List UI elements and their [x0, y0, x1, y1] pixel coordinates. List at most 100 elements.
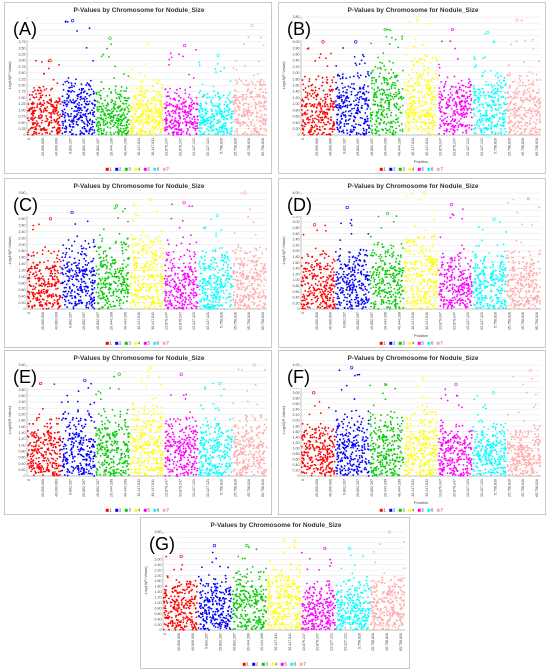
data-point [146, 278, 149, 280]
data-point [235, 129, 238, 132]
data-point [175, 108, 178, 110]
data-point [154, 106, 157, 109]
data-point [83, 125, 86, 128]
data-point [509, 102, 512, 105]
data-point [352, 126, 355, 129]
data-point [96, 286, 99, 289]
data-point [62, 83, 65, 86]
data-point [537, 92, 540, 95]
data-point [391, 83, 394, 86]
y-tick-label: 3.00 [19, 59, 26, 63]
data-point [100, 131, 103, 134]
data-point [244, 64, 246, 67]
data-point [242, 108, 245, 110]
data-point [250, 130, 253, 133]
data-point [53, 268, 56, 271]
data-point [395, 91, 397, 94]
data-point [321, 116, 324, 119]
data-point [308, 93, 311, 95]
data-point [61, 271, 64, 274]
data-point [356, 72, 359, 75]
data-point [114, 261, 117, 264]
data-point [459, 123, 462, 126]
data-point [519, 84, 521, 87]
data-point [53, 126, 56, 129]
data-point [380, 105, 383, 108]
data-point [114, 268, 117, 271]
data-point [38, 298, 41, 301]
data-point [110, 133, 112, 136]
data-point [70, 244, 73, 247]
data-point [145, 290, 148, 292]
data-point [191, 99, 194, 102]
data-point [48, 111, 50, 114]
data-point [376, 126, 378, 128]
data-point [120, 86, 123, 88]
data-point [324, 115, 327, 118]
data-point [485, 80, 488, 83]
data-point [247, 125, 250, 128]
data-point [463, 95, 465, 98]
data-point [443, 129, 446, 132]
data-point [171, 119, 173, 121]
data-point [68, 256, 71, 259]
data-point [389, 114, 392, 117]
data-point [354, 112, 357, 114]
data-point [517, 122, 520, 125]
data-point [231, 110, 234, 113]
data-point [217, 119, 220, 121]
data-point [75, 123, 78, 125]
data-point [88, 246, 91, 249]
data-point [500, 75, 502, 78]
data-point [469, 80, 471, 83]
data-point [421, 73, 424, 76]
data-point [373, 91, 376, 94]
legend-swatch [379, 167, 383, 171]
data-point [98, 101, 101, 104]
data-point [406, 113, 408, 116]
data-point [182, 130, 185, 133]
data-point [329, 106, 332, 108]
data-point [121, 269, 124, 272]
data-point [67, 270, 70, 273]
data-point [384, 99, 387, 102]
data-point [134, 120, 137, 122]
data-point [88, 129, 91, 132]
data-point [435, 93, 438, 96]
data-point [208, 129, 210, 132]
data-point [487, 119, 490, 122]
data-point [512, 103, 515, 106]
data-point [518, 77, 521, 80]
data-point [31, 106, 34, 109]
data-point [78, 101, 80, 104]
data-point [397, 108, 400, 111]
data-point [107, 113, 109, 116]
data-point [223, 67, 226, 69]
data-point [145, 286, 148, 289]
data-point [430, 108, 433, 111]
data-point [134, 255, 136, 258]
data-point [378, 134, 381, 136]
data-point [458, 97, 461, 100]
y-tick-label: 2.00 [293, 71, 300, 75]
data-point [50, 88, 52, 91]
y-tick-label: 0 [24, 133, 26, 137]
data-point [184, 92, 187, 95]
data-point [45, 307, 48, 310]
data-point [165, 114, 168, 117]
data-point [344, 110, 347, 113]
data-point [140, 88, 143, 90]
data-point [67, 265, 69, 267]
data-point [482, 94, 485, 97]
data-point [34, 128, 36, 131]
data-point [134, 98, 137, 101]
data-point [335, 104, 338, 106]
data-point [217, 95, 220, 98]
data-point [74, 100, 76, 103]
data-point [368, 131, 370, 134]
data-point [105, 278, 108, 280]
data-point [123, 241, 125, 244]
data-point [93, 129, 96, 132]
data-point [306, 113, 308, 115]
data-point [40, 90, 43, 92]
